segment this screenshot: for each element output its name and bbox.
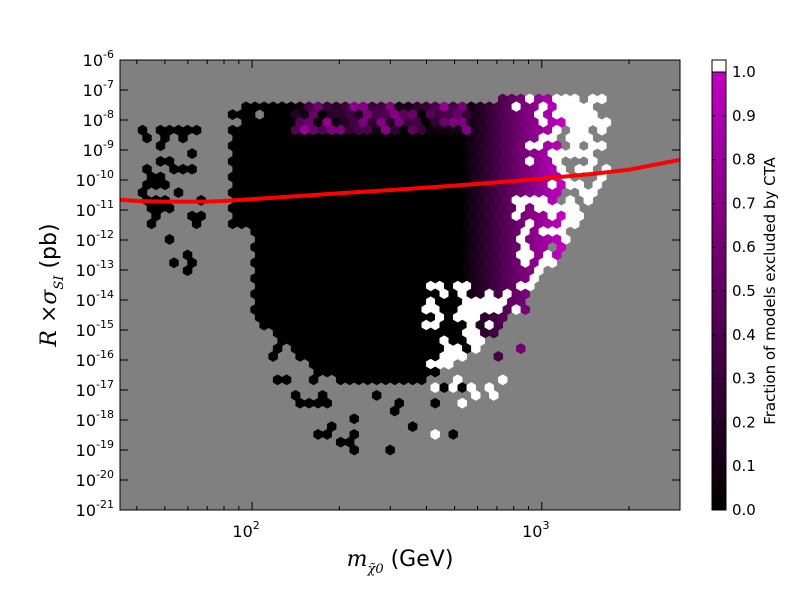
hex-bin [489, 389, 499, 401]
hex-bin [417, 374, 427, 386]
hex-bin [516, 343, 526, 355]
y-axis-label: R ×σSI (pb) [37, 223, 67, 347]
hex-bin [164, 233, 175, 245]
colorbar-tick-label: 0.7 [732, 194, 756, 212]
hex-bin [160, 179, 170, 191]
x-tick-label: 103 [522, 519, 549, 541]
colorbar-tick-label: 0.5 [732, 282, 756, 300]
y-tick-label: 10-17 [76, 378, 114, 400]
hex-bin [142, 132, 152, 144]
colorbar-ticks: 0.0 0.1 0.2 0.3 0.4 0.5 0.6 0.7 0.8 0.9 1.0 [712, 63, 756, 519]
hex-bin [155, 140, 166, 152]
hex-bin [448, 428, 458, 440]
colorbar-tick-label: 0.0 [732, 501, 756, 519]
hex-bin [457, 397, 467, 409]
hex-bin [322, 428, 332, 440]
hex-bin [322, 397, 332, 409]
x-tick-label: 102 [232, 519, 259, 541]
hexbin-layer [137, 93, 612, 456]
y-tick-label: 10-19 [76, 438, 114, 460]
y-tick-label: 10-12 [76, 228, 114, 250]
colorbar-tick-label: 0.2 [732, 413, 756, 431]
colorbar-over-swatch [711, 59, 727, 73]
hex-bin [430, 366, 440, 378]
y-tick-label: 10-16 [76, 348, 114, 370]
hex-bin [182, 265, 193, 277]
hex-bin [349, 413, 359, 425]
y-tick-label: 10-15 [76, 318, 114, 340]
hex-bin [583, 194, 593, 206]
y-tick-label: 10-7 [83, 78, 114, 100]
colorbar-tick-label: 0.1 [732, 457, 756, 475]
y-tick-label: 10-14 [76, 288, 114, 310]
hex-bin [471, 343, 481, 355]
hex-bin [372, 389, 382, 401]
hex-bin [498, 374, 508, 386]
hex-bin [493, 350, 503, 362]
hex-bin [349, 444, 359, 456]
hex-bin [178, 132, 188, 144]
hex-bin [520, 304, 530, 316]
hex-bin [146, 218, 157, 230]
hex-bin [191, 218, 202, 230]
hex-bin [385, 444, 395, 456]
colorbar: 0.0 0.1 0.2 0.3 0.4 0.5 0.6 0.7 0.8 0.9 1.0 Fracti… [711, 59, 779, 519]
hex-bin [308, 374, 319, 386]
hex-bin [547, 257, 557, 269]
colorbar-tick-label: 0.4 [732, 326, 756, 344]
y-axis: 10-6 10-7 10-8 10-9 10-10 10-11 10-12 10-13 10-1… [76, 48, 680, 520]
colorbar-label: Fraction of models excluded by CTA [761, 156, 779, 424]
hex-bin [173, 187, 184, 199]
hex-bin [457, 350, 467, 362]
hex-bin [597, 124, 607, 136]
colorbar-tick-label: 1.0 [732, 63, 756, 81]
y-tick-label: 10-8 [83, 108, 114, 130]
colorbar-tick-label: 0.8 [732, 151, 756, 169]
hex-bin [444, 358, 454, 370]
hex-bin [191, 124, 202, 136]
y-tick-label: 10-13 [76, 258, 114, 280]
hex-bin [408, 421, 418, 433]
hex-bin [390, 405, 400, 417]
hex-bin [471, 389, 481, 401]
exclusion-line [120, 157, 680, 204]
hex-bin [597, 140, 607, 152]
y-tick-label: 10-9 [83, 138, 114, 160]
y-tick-label: 10-10 [76, 168, 114, 190]
colorbar-tick-label: 0.9 [732, 107, 756, 125]
colorbar-tick-label: 0.6 [732, 238, 756, 256]
hex-bin [187, 163, 197, 175]
y-tick-label: 10-21 [76, 498, 114, 520]
plot-frame [119, 59, 681, 511]
hex-bin [597, 93, 607, 105]
hex-bin [430, 428, 440, 440]
y-tick-label: 10-20 [76, 468, 114, 490]
y-tick-label: 10-11 [76, 198, 114, 220]
hex-bin [281, 374, 292, 386]
hex-bin [187, 148, 197, 160]
hex-bin [268, 350, 278, 362]
hex-bin [583, 163, 593, 175]
x-axis: 102 103 [136, 60, 630, 541]
hex-bin [430, 397, 440, 409]
y-tick-label: 10-6 [83, 48, 114, 70]
y-tick-label: 10-18 [76, 408, 114, 430]
x-axis-label: mχ̃0 (GeV) [347, 547, 454, 577]
hex-bin [169, 257, 179, 269]
hex-bin [489, 327, 499, 339]
exclusion-line-layer [120, 157, 680, 204]
hex-bin [570, 218, 580, 230]
colorbar-tick-label: 0.3 [732, 370, 756, 388]
